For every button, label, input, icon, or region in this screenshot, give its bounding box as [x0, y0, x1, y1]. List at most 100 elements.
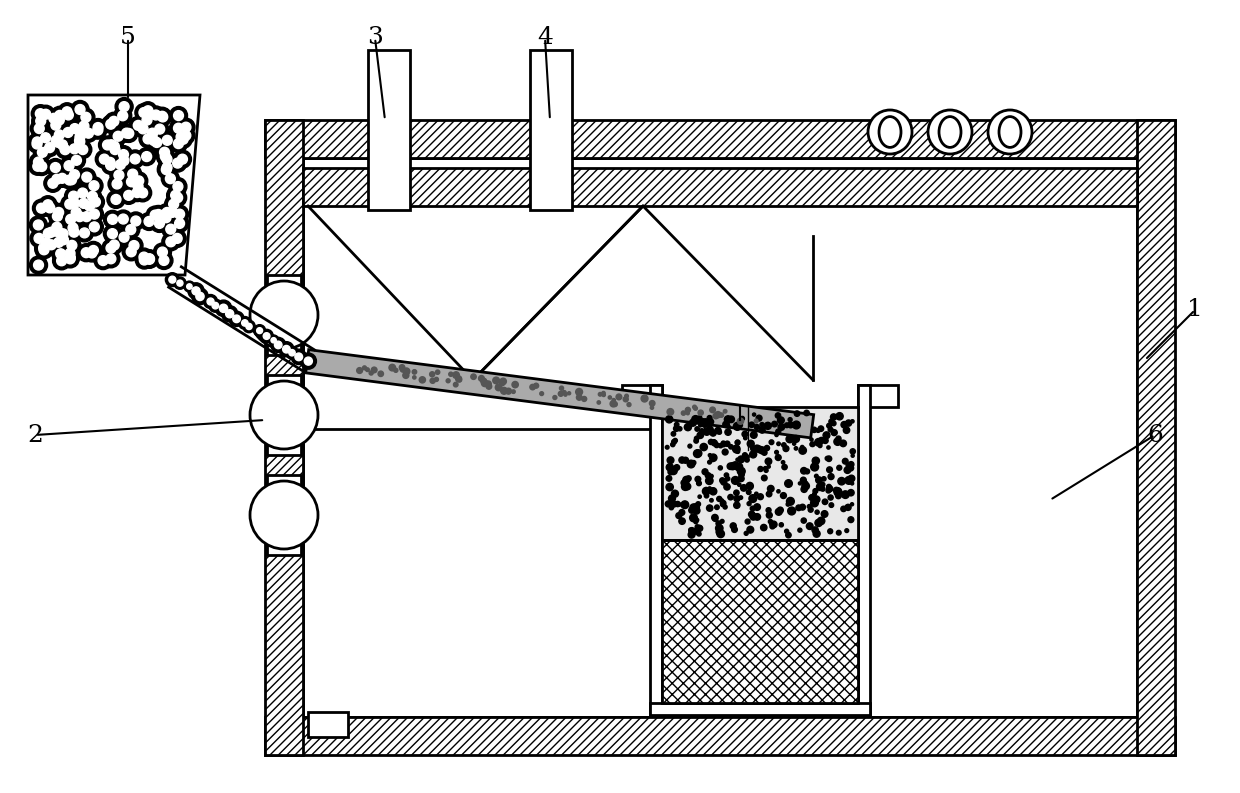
Circle shape	[171, 190, 181, 201]
Circle shape	[694, 427, 699, 431]
Circle shape	[686, 412, 689, 415]
Circle shape	[698, 495, 702, 498]
Circle shape	[775, 433, 779, 437]
Circle shape	[69, 124, 79, 133]
Circle shape	[671, 442, 675, 446]
Circle shape	[270, 337, 285, 352]
Circle shape	[692, 461, 696, 465]
Circle shape	[837, 465, 842, 470]
Circle shape	[66, 254, 76, 264]
Circle shape	[52, 252, 71, 270]
Circle shape	[130, 154, 140, 164]
Circle shape	[833, 438, 841, 446]
Circle shape	[67, 203, 86, 221]
Circle shape	[455, 376, 461, 382]
Circle shape	[766, 492, 771, 497]
Circle shape	[109, 240, 119, 250]
Circle shape	[759, 427, 765, 433]
Circle shape	[175, 219, 185, 228]
Circle shape	[768, 485, 774, 492]
Circle shape	[775, 454, 781, 461]
Circle shape	[64, 161, 74, 170]
Circle shape	[745, 519, 750, 524]
Circle shape	[810, 442, 815, 446]
Circle shape	[818, 426, 823, 431]
Circle shape	[694, 450, 702, 457]
Circle shape	[693, 507, 699, 514]
Circle shape	[126, 177, 136, 186]
Circle shape	[33, 105, 51, 124]
Circle shape	[816, 428, 820, 432]
Circle shape	[73, 122, 92, 140]
Circle shape	[786, 497, 795, 505]
Circle shape	[714, 505, 719, 509]
Circle shape	[166, 186, 185, 205]
Circle shape	[129, 178, 148, 196]
Circle shape	[670, 505, 673, 510]
Circle shape	[177, 154, 187, 164]
Circle shape	[41, 238, 51, 247]
Circle shape	[83, 187, 102, 205]
Circle shape	[36, 116, 46, 126]
Circle shape	[801, 446, 804, 449]
Circle shape	[148, 128, 157, 138]
Bar	[265, 120, 1176, 158]
Circle shape	[693, 407, 697, 410]
Circle shape	[699, 429, 704, 434]
Circle shape	[728, 416, 734, 423]
Circle shape	[112, 194, 122, 205]
Circle shape	[134, 120, 153, 138]
Circle shape	[50, 224, 68, 241]
Circle shape	[145, 132, 162, 150]
Circle shape	[95, 150, 113, 168]
Circle shape	[689, 462, 694, 465]
Circle shape	[161, 220, 180, 238]
Circle shape	[105, 160, 115, 170]
Circle shape	[609, 396, 611, 399]
Circle shape	[32, 139, 42, 149]
Circle shape	[714, 427, 722, 434]
Circle shape	[143, 115, 153, 125]
Circle shape	[291, 349, 306, 365]
Circle shape	[30, 256, 47, 274]
Circle shape	[89, 118, 107, 136]
Circle shape	[57, 140, 67, 150]
Circle shape	[74, 117, 93, 135]
Circle shape	[693, 450, 702, 458]
Circle shape	[66, 194, 83, 213]
Circle shape	[742, 431, 748, 437]
Circle shape	[57, 256, 67, 266]
Circle shape	[165, 195, 182, 213]
Circle shape	[796, 505, 801, 511]
Circle shape	[753, 413, 755, 416]
Circle shape	[140, 106, 157, 125]
Circle shape	[782, 465, 787, 469]
Circle shape	[846, 463, 851, 468]
Circle shape	[102, 250, 120, 268]
Circle shape	[162, 155, 172, 164]
Circle shape	[155, 125, 165, 134]
Circle shape	[134, 121, 143, 130]
Circle shape	[110, 166, 128, 184]
Circle shape	[610, 400, 616, 407]
Circle shape	[51, 121, 61, 130]
Circle shape	[836, 493, 841, 499]
Circle shape	[43, 174, 62, 192]
Circle shape	[68, 191, 78, 201]
Circle shape	[678, 503, 681, 506]
Circle shape	[770, 521, 777, 528]
Circle shape	[718, 431, 722, 435]
Circle shape	[723, 409, 727, 413]
Circle shape	[36, 203, 46, 213]
Circle shape	[733, 524, 735, 527]
Circle shape	[133, 182, 143, 191]
Circle shape	[797, 528, 802, 532]
Circle shape	[52, 211, 62, 221]
Circle shape	[63, 110, 73, 120]
Circle shape	[78, 126, 88, 136]
Circle shape	[693, 405, 697, 409]
Circle shape	[453, 372, 459, 378]
Circle shape	[813, 488, 818, 493]
Circle shape	[435, 370, 440, 374]
Circle shape	[739, 496, 743, 500]
